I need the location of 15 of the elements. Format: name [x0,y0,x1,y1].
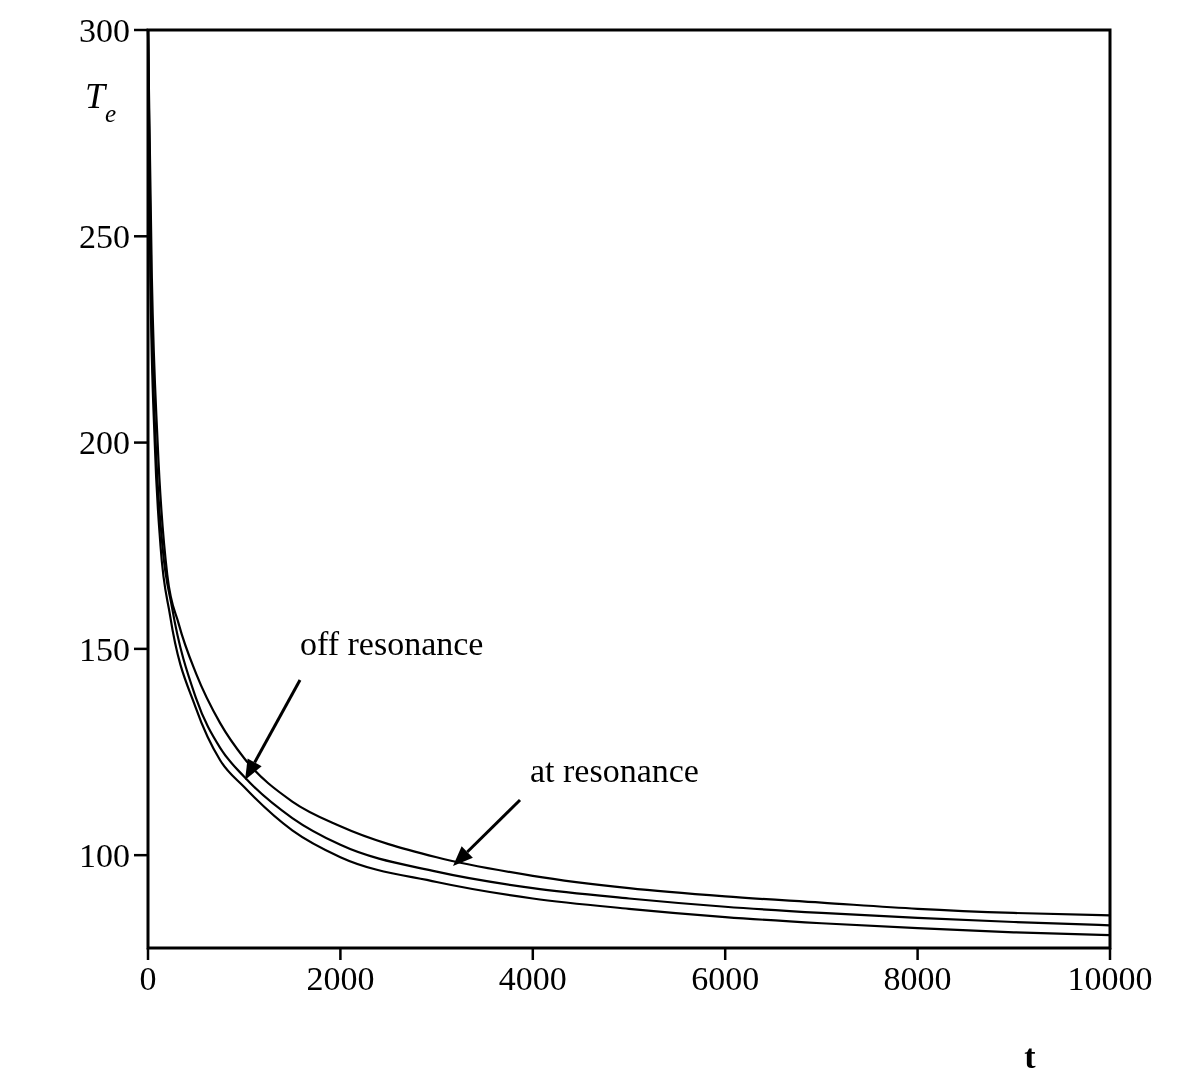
annotation: off resonance [300,625,484,662]
x-tick-label: 8000 [883,960,952,997]
y-tick-label: 100 [79,837,130,875]
y-tick-label: 200 [79,424,130,462]
x-axis-title: t [1024,1038,1037,1075]
annotation: at resonance [530,752,699,789]
x-tick-label: 6000 [691,960,760,997]
y-tick-label: 250 [79,218,130,256]
y-tick-label: 150 [79,630,130,668]
x-tick-label: 2000 [306,960,375,997]
x-tick-label: 4000 [498,960,567,997]
x-tick-label: 10000 [1067,960,1153,997]
y-tick-label: 300 [79,11,130,49]
y-axis-title: T$_{e}$ [85,76,117,127]
x-tick-label: 0 [139,960,157,997]
